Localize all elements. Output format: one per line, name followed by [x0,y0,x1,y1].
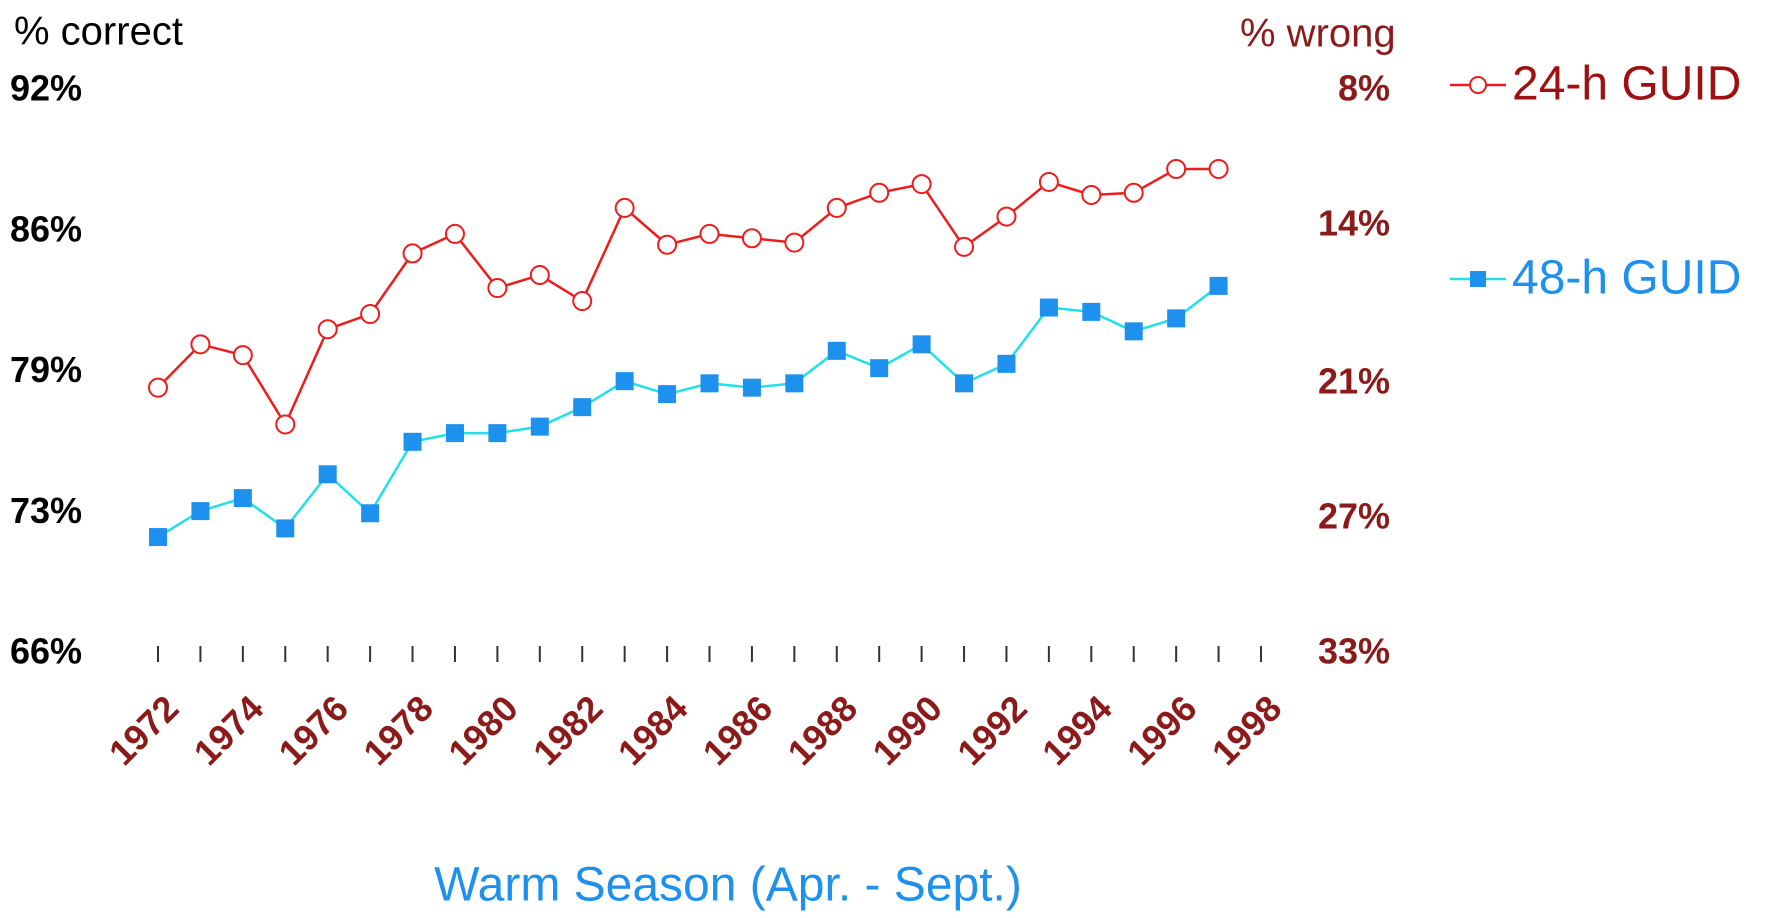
data-point [275,414,296,435]
data-point [997,354,1016,373]
data-point [784,232,805,253]
y-tick-label: 79% [10,349,82,390]
legend-marker [1469,76,1487,94]
legend-label: 24-h GUID [1512,58,1741,111]
data-point [530,417,549,436]
data-point [741,228,762,249]
y2-tick-label: 21% [1318,360,1390,401]
x-tick-label: 1992 [949,687,1035,773]
legend-label: 48-h GUID [1512,252,1741,305]
data-point [911,174,932,195]
x-tick-label: 1982 [525,687,611,773]
series [149,276,1228,547]
y-tick-label: 92% [10,68,82,109]
data-point [1167,309,1186,328]
data-point [658,385,677,404]
data-point [826,197,847,218]
data-point [1208,158,1229,179]
data-point [1123,182,1144,203]
x-tick-label: 1978 [355,687,441,773]
data-point [996,206,1017,227]
x-tick-label: 1996 [1119,687,1205,773]
data-point [699,223,720,244]
data-point [361,504,380,523]
x-tick-label: 1994 [1034,687,1120,773]
data-point [614,197,635,218]
data-point [785,374,804,393]
data-point [1081,184,1102,205]
x-tick-label: 1988 [780,687,866,773]
data-point [1082,302,1101,321]
y-tick-label: 73% [10,490,82,531]
data-point [488,424,507,443]
y2-tick-label: 33% [1318,631,1390,672]
y-axis-label: % correct [14,10,183,54]
data-point [869,182,890,203]
chart-title: Warm Season (Apr. - Sept.) [434,859,1022,912]
data-point [276,519,295,538]
x-tick-label: 1998 [1204,687,1290,773]
data-point [657,234,678,255]
data-point [148,377,168,398]
data-point [615,372,634,391]
y2-tick-label: 27% [1318,495,1390,536]
y-tick-label: 66% [10,631,82,672]
x-tick-label: 1976 [270,687,356,773]
legend-marker [1470,271,1486,287]
data-point [1039,298,1058,317]
y2-tick-label: 14% [1318,203,1390,244]
data-point [572,291,593,312]
y2-tick-label: 8% [1338,68,1390,109]
data-point [700,374,719,393]
data-point [360,304,381,325]
data-point [232,345,253,366]
data-point [1166,158,1187,179]
data-point [403,432,422,451]
x-tick-label: 1986 [695,687,781,773]
data-point [317,319,338,340]
x-tick-label: 1972 [101,687,187,773]
x-tick-label: 1980 [440,687,526,773]
data-point [1209,276,1228,295]
data-point [1038,171,1059,192]
data-point [912,335,931,354]
data-point [318,465,337,484]
y2-axis-label: % wrong [1240,12,1396,56]
data-point [190,334,211,355]
series [148,158,1229,435]
series-line [157,284,1220,539]
x-tick-label: 1974 [186,687,272,773]
data-point [870,359,889,378]
data-point [149,528,167,547]
data-point [573,398,592,417]
data-point [742,378,761,397]
data-point [827,341,846,360]
data-point [1124,322,1143,341]
data-point [402,243,423,264]
x-tick-label: 1984 [610,687,696,773]
data-point [233,489,252,508]
y-tick-label: 86% [10,208,82,249]
x-tick-label: 1990 [864,687,950,773]
data-point [529,265,550,286]
series-line [157,167,1219,428]
data-point [954,236,975,257]
data-point [487,278,508,299]
data-point [955,374,974,393]
data-point [445,424,464,443]
data-point [444,223,465,244]
data-point [191,502,210,521]
